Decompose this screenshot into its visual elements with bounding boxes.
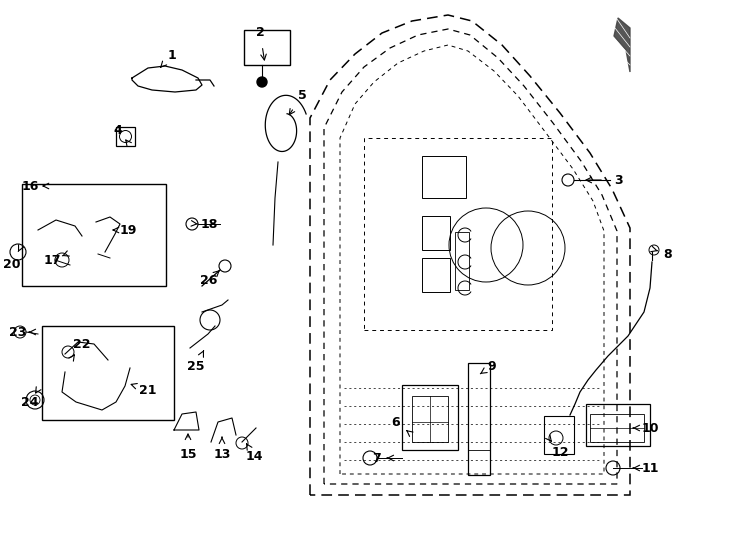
Text: 26: 26	[200, 273, 218, 287]
Text: 9: 9	[487, 360, 496, 373]
Bar	[364, 138, 552, 330]
Bar	[455, 232, 469, 290]
Text: 14: 14	[245, 449, 263, 462]
Text: 25: 25	[187, 360, 205, 373]
Text: 17: 17	[43, 253, 61, 267]
Bar	[422, 216, 450, 250]
Bar	[402, 385, 458, 450]
Text: 4: 4	[114, 124, 123, 137]
Text: 20: 20	[3, 258, 21, 271]
Text: 6: 6	[392, 415, 400, 429]
Text: 3: 3	[614, 173, 622, 186]
Bar	[244, 30, 290, 65]
Polygon shape	[614, 18, 630, 72]
Text: 15: 15	[179, 448, 197, 461]
Text: 24: 24	[21, 395, 39, 408]
Text: 21: 21	[139, 383, 157, 396]
Bar	[412, 396, 448, 442]
Bar	[586, 404, 650, 446]
Text: 19: 19	[120, 224, 137, 237]
Bar	[116, 127, 135, 146]
Bar	[22, 184, 166, 286]
Bar	[42, 326, 174, 420]
Bar	[590, 414, 644, 442]
Text: 23: 23	[10, 326, 26, 339]
Text: 18: 18	[200, 219, 218, 232]
Bar	[422, 258, 450, 292]
Text: 13: 13	[214, 448, 230, 461]
Text: 16: 16	[21, 179, 39, 192]
Text: 10: 10	[642, 422, 658, 435]
Bar	[468, 363, 490, 475]
Circle shape	[257, 77, 267, 87]
Bar	[544, 416, 574, 454]
Text: 22: 22	[73, 338, 91, 350]
Text: 8: 8	[664, 247, 672, 260]
Text: 12: 12	[551, 446, 569, 458]
Text: 5: 5	[297, 90, 306, 103]
Text: 2: 2	[255, 25, 264, 38]
Text: 1: 1	[167, 49, 176, 62]
Bar	[422, 156, 466, 198]
Text: 11: 11	[642, 462, 658, 475]
Text: 7: 7	[371, 451, 380, 464]
